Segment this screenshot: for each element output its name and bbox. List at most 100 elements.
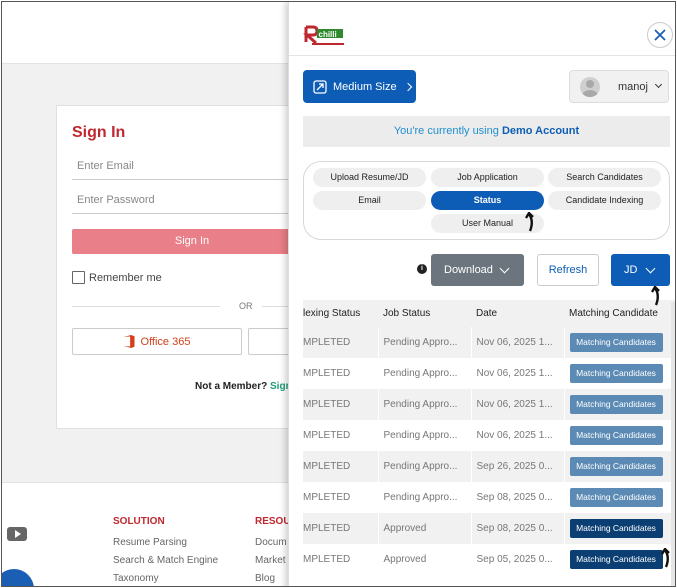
matching-candidates-button[interactable]: Matching Candidates bbox=[569, 364, 663, 383]
indexing-status-cell: MPLETED bbox=[303, 420, 379, 451]
download-label: Download bbox=[444, 264, 493, 276]
signup-link[interactable]: Sign U bbox=[270, 381, 302, 392]
download-button[interactable]: Download bbox=[431, 254, 524, 286]
tab-email[interactable]: Email bbox=[313, 191, 426, 210]
remember-checkbox[interactable] bbox=[72, 271, 85, 284]
toolbar: i Download Refresh JD bbox=[289, 254, 675, 286]
indexing-status-cell: MPLETED bbox=[303, 389, 379, 420]
divider-line bbox=[72, 306, 220, 307]
matching-candidates-button[interactable]: Matching Candidates bbox=[569, 488, 663, 507]
footer-link[interactable]: Blog bbox=[255, 573, 276, 584]
job-status-cell: Pending Appro... bbox=[378, 482, 472, 513]
footer-col-solution: SOLUTION Resume Parsing Search & Match E… bbox=[113, 513, 219, 586]
chevron-down-icon bbox=[646, 263, 656, 273]
site-footer: SOLUTION Resume Parsing Search & Match E… bbox=[2, 482, 302, 586]
job-status-cell: Pending Appro... bbox=[378, 358, 472, 389]
background-page: Sign In Enter Email Enter Password Sign … bbox=[2, 2, 312, 586]
cursor-marker bbox=[650, 285, 665, 308]
matching-candidates-button[interactable]: Matching Candidates bbox=[569, 550, 663, 569]
indexing-status-cell: MPLETED bbox=[303, 513, 379, 544]
demo-text: You're currently using bbox=[393, 125, 499, 137]
matching-candidates-button[interactable]: Matching Candidates bbox=[569, 457, 663, 476]
matching-cell: Matching Candidates bbox=[564, 420, 675, 451]
matching-candidates-button[interactable]: Matching Candidates bbox=[569, 395, 663, 414]
signup-prompt: Not a Member? Sign U bbox=[195, 381, 302, 392]
status-table: lexing Status Job Status Date Matching C… bbox=[303, 300, 675, 586]
password-field[interactable]: Enter Password bbox=[72, 188, 312, 214]
matching-candidates-button[interactable]: Matching Candidates bbox=[569, 426, 663, 445]
job-status-cell: Pending Appro... bbox=[378, 327, 472, 358]
chat-icon[interactable] bbox=[2, 569, 34, 586]
tab-job-application[interactable]: Job Application bbox=[431, 168, 544, 187]
matching-cell: Matching Candidates bbox=[564, 327, 675, 358]
table-row: MPLETED Pending Appro... Nov 06, 2025 1...… bbox=[303, 420, 675, 451]
date-cell: Sep 26, 2025 0... bbox=[471, 451, 565, 482]
job-status-cell: Pending Appro... bbox=[378, 451, 472, 482]
nav-tabs: Upload Resume/JD Job Application Search … bbox=[303, 161, 670, 240]
tab-upload-resume[interactable]: Upload Resume/JD bbox=[313, 168, 426, 187]
date-cell: Sep 08, 2025 0... bbox=[471, 513, 565, 544]
resize-icon bbox=[313, 79, 327, 94]
rchilli-logo: chilli bbox=[303, 25, 344, 45]
remember-label: Remember me bbox=[89, 271, 162, 284]
avatar-icon bbox=[580, 76, 600, 97]
info-icon[interactable]: i bbox=[417, 264, 427, 274]
demo-banner: You're currently using Demo Account bbox=[303, 116, 670, 147]
chevron-down-icon bbox=[654, 80, 663, 89]
job-status-cell: Pending Appro... bbox=[378, 420, 472, 451]
chevron-right-icon bbox=[403, 82, 412, 91]
job-status-cell: Pending Appro... bbox=[378, 389, 472, 420]
footer-link[interactable]: Market bbox=[255, 555, 286, 566]
youtube-icon[interactable] bbox=[7, 527, 27, 541]
tab-status[interactable]: Status bbox=[431, 191, 544, 210]
size-label: Medium Size bbox=[333, 80, 397, 93]
refresh-button[interactable]: Refresh bbox=[537, 254, 599, 286]
col-date: Date bbox=[471, 300, 564, 327]
footer-heading: RESOU bbox=[255, 516, 291, 527]
matching-cell: Matching Candidates bbox=[564, 451, 675, 482]
date-cell: Sep 05, 2025 0... bbox=[471, 544, 565, 575]
email-field[interactable]: Enter Email bbox=[72, 154, 312, 180]
tab-search-candidates[interactable]: Search Candidates bbox=[548, 168, 661, 187]
tab-user-manual[interactable]: User Manual bbox=[431, 214, 544, 233]
footer-link[interactable]: Search & Match Engine bbox=[113, 555, 219, 566]
table-row: MPLETED Approved Sep 05, 2025 0... Matching… bbox=[303, 544, 675, 575]
matching-cell: Matching Candidates bbox=[564, 544, 675, 575]
matching-candidates-button[interactable]: Matching Candidates bbox=[569, 333, 663, 352]
signin-title: Sign In bbox=[72, 124, 126, 141]
office365-button[interactable]: Office 365 bbox=[72, 328, 242, 355]
indexing-status-cell: MPLETED bbox=[303, 451, 379, 482]
table-header-row: lexing Status Job Status Date Matching C… bbox=[303, 300, 675, 327]
matching-cell: Matching Candidates bbox=[564, 513, 675, 544]
office-label: Office 365 bbox=[140, 335, 191, 348]
footer-link[interactable]: Resume Parsing bbox=[113, 537, 187, 548]
footer-link[interactable]: Taxonomy bbox=[113, 573, 159, 584]
signin-button[interactable]: Sign In bbox=[72, 229, 312, 254]
indexing-status-cell: MPLETED bbox=[303, 327, 379, 358]
date-cell: Nov 06, 2025 1... bbox=[471, 389, 565, 420]
tab-candidate-indexing[interactable]: Candidate Indexing bbox=[548, 191, 661, 210]
panel-header: chilli bbox=[289, 2, 675, 56]
chevron-down-icon bbox=[499, 263, 510, 273]
matching-cell: Matching Candidates bbox=[564, 358, 675, 389]
remember-me[interactable]: Remember me bbox=[72, 271, 162, 284]
user-menu[interactable]: manoj bbox=[569, 70, 669, 103]
close-icon bbox=[654, 29, 666, 41]
cursor-marker bbox=[660, 547, 675, 570]
job-status-cell: Approved bbox=[378, 513, 472, 544]
table-row: MPLETED Pending Appro... Sep 26, 2025 0...… bbox=[303, 451, 675, 482]
footer-link[interactable]: Docum bbox=[255, 537, 287, 548]
site-header bbox=[2, 2, 302, 64]
date-cell: Nov 06, 2025 1... bbox=[471, 420, 565, 451]
size-button[interactable]: Medium Size bbox=[303, 70, 416, 103]
indexing-status-cell: MPLETED bbox=[303, 544, 379, 575]
jd-label: JD bbox=[624, 264, 638, 276]
user-name: manoj bbox=[618, 80, 648, 93]
table-row: MPLETED Pending Appro... Sep 08, 2025 0...… bbox=[303, 482, 675, 513]
table-scrollbar[interactable] bbox=[671, 302, 675, 586]
table-row: MPLETED Pending Appro... Nov 06, 2025 1...… bbox=[303, 358, 675, 389]
jd-dropdown[interactable]: JD bbox=[611, 254, 670, 286]
close-button[interactable] bbox=[647, 22, 673, 48]
matching-candidates-button[interactable]: Matching Candidates bbox=[569, 519, 663, 538]
